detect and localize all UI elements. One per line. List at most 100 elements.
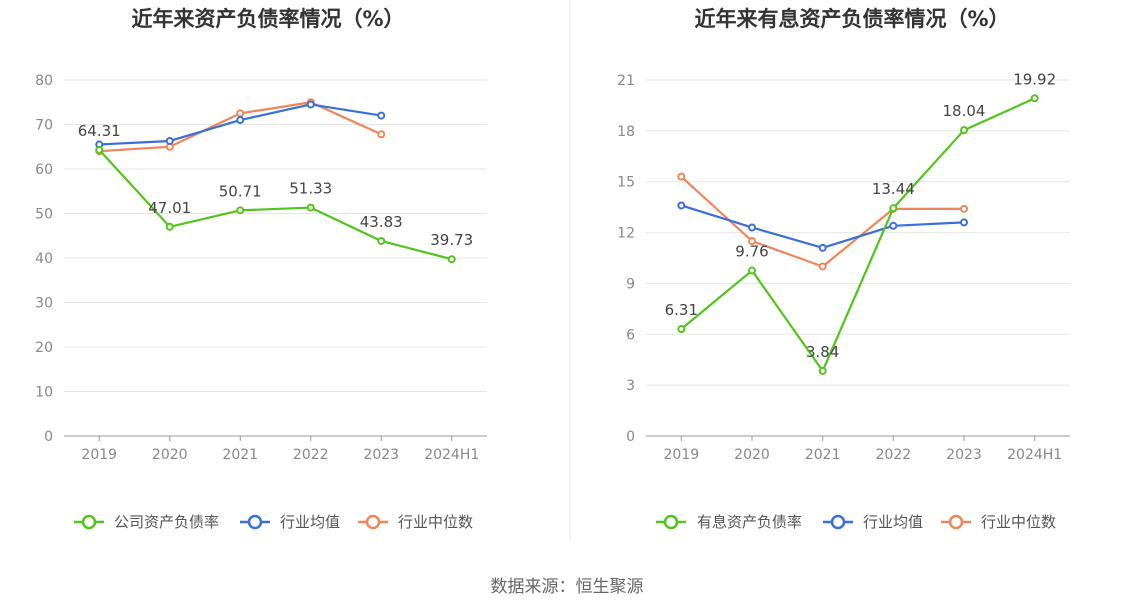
y-tick-label: 40: [35, 251, 53, 267]
x-tick-label: 2021: [222, 447, 258, 463]
x-tick-label: 2022: [876, 447, 912, 463]
y-tick-label: 21: [617, 73, 635, 89]
series-median: [677, 172, 968, 271]
legend-label: 有息资产负债率: [697, 513, 802, 531]
debt-ratio-chart: 近年来资产负债率情况（%） 0 10 20 30 40 50 60 70 80 2019 2020 20…: [35, 7, 487, 531]
series-avg: [95, 100, 386, 149]
y-tick-label: 18: [617, 124, 635, 140]
legend: 有息资产负债率 行业均值 行业中位数: [656, 513, 1056, 531]
x-tick-label: 2021: [805, 447, 841, 463]
y-tick-label: 0: [44, 429, 53, 445]
legend-label: 行业均值: [280, 513, 340, 531]
data-point[interactable]: [236, 116, 245, 125]
legend: 公司资产负债率 行业均值 行业中位数: [74, 513, 473, 531]
data-label: 39.73: [430, 231, 473, 249]
data-label: 19.92: [1013, 70, 1056, 88]
x-tick-label: 2024H1: [1007, 447, 1062, 463]
y-tick-label: 0: [626, 429, 635, 445]
data-label: 43.83: [360, 213, 403, 231]
series-line-median: [680, 175, 964, 268]
data-point[interactable]: [377, 130, 386, 139]
series-company: 6.31 9.76 3.84 13.44 18.04 19.92: [665, 70, 1056, 375]
legend-item-company[interactable]: 公司资产负债率: [74, 513, 219, 531]
legend-marker: [948, 514, 964, 530]
data-point[interactable]: [889, 204, 898, 213]
legend-item-avg[interactable]: 行业均值: [240, 513, 340, 531]
series-line-company: [680, 97, 1036, 373]
data-label: 3.84: [806, 343, 839, 361]
data-label: 6.31: [665, 301, 698, 319]
data-point[interactable]: [165, 222, 174, 231]
data-label: 51.33: [289, 180, 332, 198]
data-point[interactable]: [677, 201, 686, 210]
data-point[interactable]: [818, 262, 827, 271]
data-point[interactable]: [748, 223, 756, 232]
y-tick-label: 6: [626, 327, 635, 343]
x-tick-label: 2023: [946, 447, 982, 463]
data-label: 18.04: [943, 102, 986, 120]
legend-item-avg[interactable]: 行业均值: [823, 513, 923, 531]
legend-marker: [81, 514, 97, 530]
chart-title: 近年来有息资产负债率情况（%）: [694, 7, 1009, 31]
data-label: 47.01: [148, 199, 191, 217]
x-tick-label: 2020: [734, 447, 770, 463]
y-tick-label: 10: [35, 385, 53, 401]
y-tick-label: 30: [35, 296, 53, 312]
data-point[interactable]: [677, 325, 686, 334]
y-tick-label: 15: [617, 175, 635, 191]
data-point[interactable]: [377, 111, 386, 120]
legend-item-median[interactable]: 行业中位数: [358, 513, 473, 531]
data-label: 13.44: [872, 180, 915, 198]
data-point[interactable]: [748, 266, 756, 275]
y-tick-label: 80: [35, 73, 53, 89]
data-point[interactable]: [748, 237, 756, 246]
series-company: 64.31 47.01 50.71 51.33 43.83 39.73: [78, 122, 473, 264]
legend-item-company[interactable]: 有息资产负债率: [656, 513, 802, 531]
legend-item-median[interactable]: 行业中位数: [941, 513, 1056, 531]
y-tick-label: 50: [35, 207, 53, 223]
legend-marker: [247, 514, 263, 530]
legend-label: 行业中位数: [981, 513, 1056, 531]
data-label: 50.71: [219, 182, 262, 200]
data-point[interactable]: [95, 145, 104, 154]
legend-label: 行业均值: [863, 513, 923, 531]
data-label: 9.76: [735, 243, 768, 261]
interest-bearing-debt-ratio-chart: 近年来有息资产负债率情况（%） 0 3 6 9 12 15 18 21 2019 2020 2021 2…: [617, 7, 1070, 531]
series-median: [95, 98, 386, 156]
series-avg: [677, 201, 968, 252]
x-tick-label: 2024H1: [424, 447, 479, 463]
data-point[interactable]: [447, 255, 456, 264]
x-tick-label: 2019: [664, 447, 700, 463]
data-point[interactable]: [960, 218, 968, 227]
series-line-avg: [681, 204, 965, 249]
data-label: 64.31: [78, 122, 121, 140]
data-point[interactable]: [236, 109, 245, 118]
data-point[interactable]: [306, 203, 315, 212]
data-point[interactable]: [236, 206, 245, 215]
y-tick-label: 9: [626, 276, 635, 292]
y-tick-label: 70: [35, 118, 53, 134]
data-point[interactable]: [377, 236, 386, 245]
data-point[interactable]: [677, 172, 686, 181]
data-point[interactable]: [306, 100, 315, 109]
data-point[interactable]: [1030, 94, 1039, 103]
data-point[interactable]: [960, 126, 968, 135]
data-point[interactable]: [889, 221, 898, 230]
y-tick-label: 20: [35, 340, 53, 356]
data-point[interactable]: [960, 204, 968, 213]
x-tick-label: 2019: [81, 447, 117, 463]
legend-marker: [830, 514, 846, 530]
y-tick-label: 3: [626, 378, 635, 394]
x-tick-label: 2020: [152, 447, 188, 463]
chart-title: 近年来资产负债率情况（%）: [131, 7, 404, 31]
legend-label: 公司资产负债率: [114, 513, 219, 531]
y-tick-label: 60: [35, 162, 53, 178]
source-note: 数据来源：恒生聚源: [491, 577, 644, 597]
data-point[interactable]: [165, 136, 174, 145]
data-point[interactable]: [818, 366, 827, 375]
data-point[interactable]: [818, 243, 827, 252]
x-tick-label: 2023: [363, 447, 399, 463]
legend-label: 行业中位数: [398, 513, 473, 531]
legend-marker: [365, 514, 381, 530]
